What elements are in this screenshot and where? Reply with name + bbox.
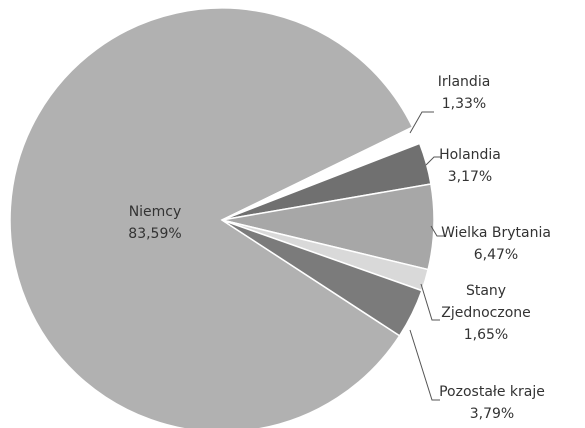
- slice-label: Pozostałe kraje: [439, 384, 545, 400]
- leader-line: [425, 156, 442, 166]
- leader-line: [430, 225, 446, 237]
- value-label: 1,65%: [464, 327, 508, 343]
- slice-label: Niemcy: [129, 204, 182, 220]
- slice-label: Holandia: [439, 147, 501, 163]
- value-label: 3,17%: [448, 169, 492, 185]
- value-label: 3,79%: [470, 406, 514, 422]
- slice-label: Wielka Brytania: [441, 225, 551, 241]
- leader-line: [420, 283, 440, 321]
- value-label: 83,59%: [128, 226, 181, 242]
- leader-line: [409, 111, 434, 134]
- leader-line: [409, 329, 440, 401]
- slice-label: Irlandia: [438, 74, 491, 90]
- pie-slice: [9, 7, 414, 428]
- pie-slice: [221, 219, 423, 337]
- value-label: 6,47%: [474, 247, 518, 263]
- slice-label: Stany Zjednoczone: [441, 283, 531, 321]
- value-label: 1,33%: [442, 96, 486, 112]
